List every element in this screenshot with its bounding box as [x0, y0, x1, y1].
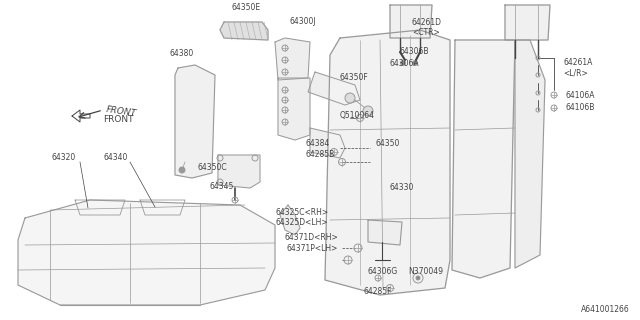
- Polygon shape: [308, 72, 360, 105]
- Text: 64261D
<CTR>: 64261D <CTR>: [412, 18, 442, 37]
- Text: 64285F: 64285F: [364, 287, 392, 296]
- Circle shape: [179, 167, 185, 173]
- Polygon shape: [218, 155, 260, 188]
- Polygon shape: [278, 78, 310, 140]
- Text: 64306G: 64306G: [368, 267, 398, 276]
- Text: 64325C<RH>
64325D<LH>: 64325C<RH> 64325D<LH>: [275, 208, 328, 228]
- Polygon shape: [310, 128, 345, 158]
- Text: 64350: 64350: [376, 139, 401, 148]
- Text: 64371D<RH>
64371P<LH>: 64371D<RH> 64371P<LH>: [284, 233, 338, 253]
- Polygon shape: [275, 38, 310, 80]
- Text: 64300J: 64300J: [289, 17, 316, 26]
- Text: Q510064: Q510064: [340, 111, 375, 120]
- Text: 64350F: 64350F: [340, 73, 369, 82]
- Text: 64285B: 64285B: [306, 150, 335, 159]
- Circle shape: [416, 276, 420, 280]
- Text: 64306A: 64306A: [390, 60, 420, 68]
- Text: FRONT: FRONT: [103, 116, 134, 124]
- Text: 64106A: 64106A: [566, 91, 595, 100]
- Text: FRONT: FRONT: [105, 105, 137, 119]
- Text: 64106B: 64106B: [566, 102, 595, 111]
- Polygon shape: [18, 200, 275, 305]
- Text: 64384: 64384: [306, 139, 330, 148]
- Circle shape: [413, 60, 417, 66]
- Circle shape: [401, 60, 406, 66]
- Text: 64345: 64345: [210, 182, 234, 191]
- Polygon shape: [325, 30, 450, 295]
- Text: 64340: 64340: [104, 153, 129, 162]
- Text: 64320: 64320: [52, 153, 76, 162]
- Polygon shape: [280, 205, 300, 235]
- Polygon shape: [390, 5, 432, 38]
- Text: 64380: 64380: [170, 49, 195, 58]
- Text: 64350C: 64350C: [198, 163, 228, 172]
- Polygon shape: [220, 22, 268, 40]
- Circle shape: [345, 93, 355, 103]
- Polygon shape: [368, 220, 402, 245]
- Polygon shape: [515, 40, 545, 268]
- Text: 64306B: 64306B: [399, 47, 429, 57]
- Polygon shape: [452, 40, 515, 278]
- Circle shape: [363, 106, 373, 116]
- Text: 64261A
<L/R>: 64261A <L/R>: [563, 58, 593, 77]
- Text: 64330: 64330: [390, 183, 414, 193]
- Polygon shape: [505, 5, 550, 40]
- Text: 64350E: 64350E: [232, 3, 260, 12]
- Polygon shape: [175, 65, 215, 178]
- Text: A641001266: A641001266: [581, 305, 630, 314]
- Text: N370049: N370049: [408, 267, 443, 276]
